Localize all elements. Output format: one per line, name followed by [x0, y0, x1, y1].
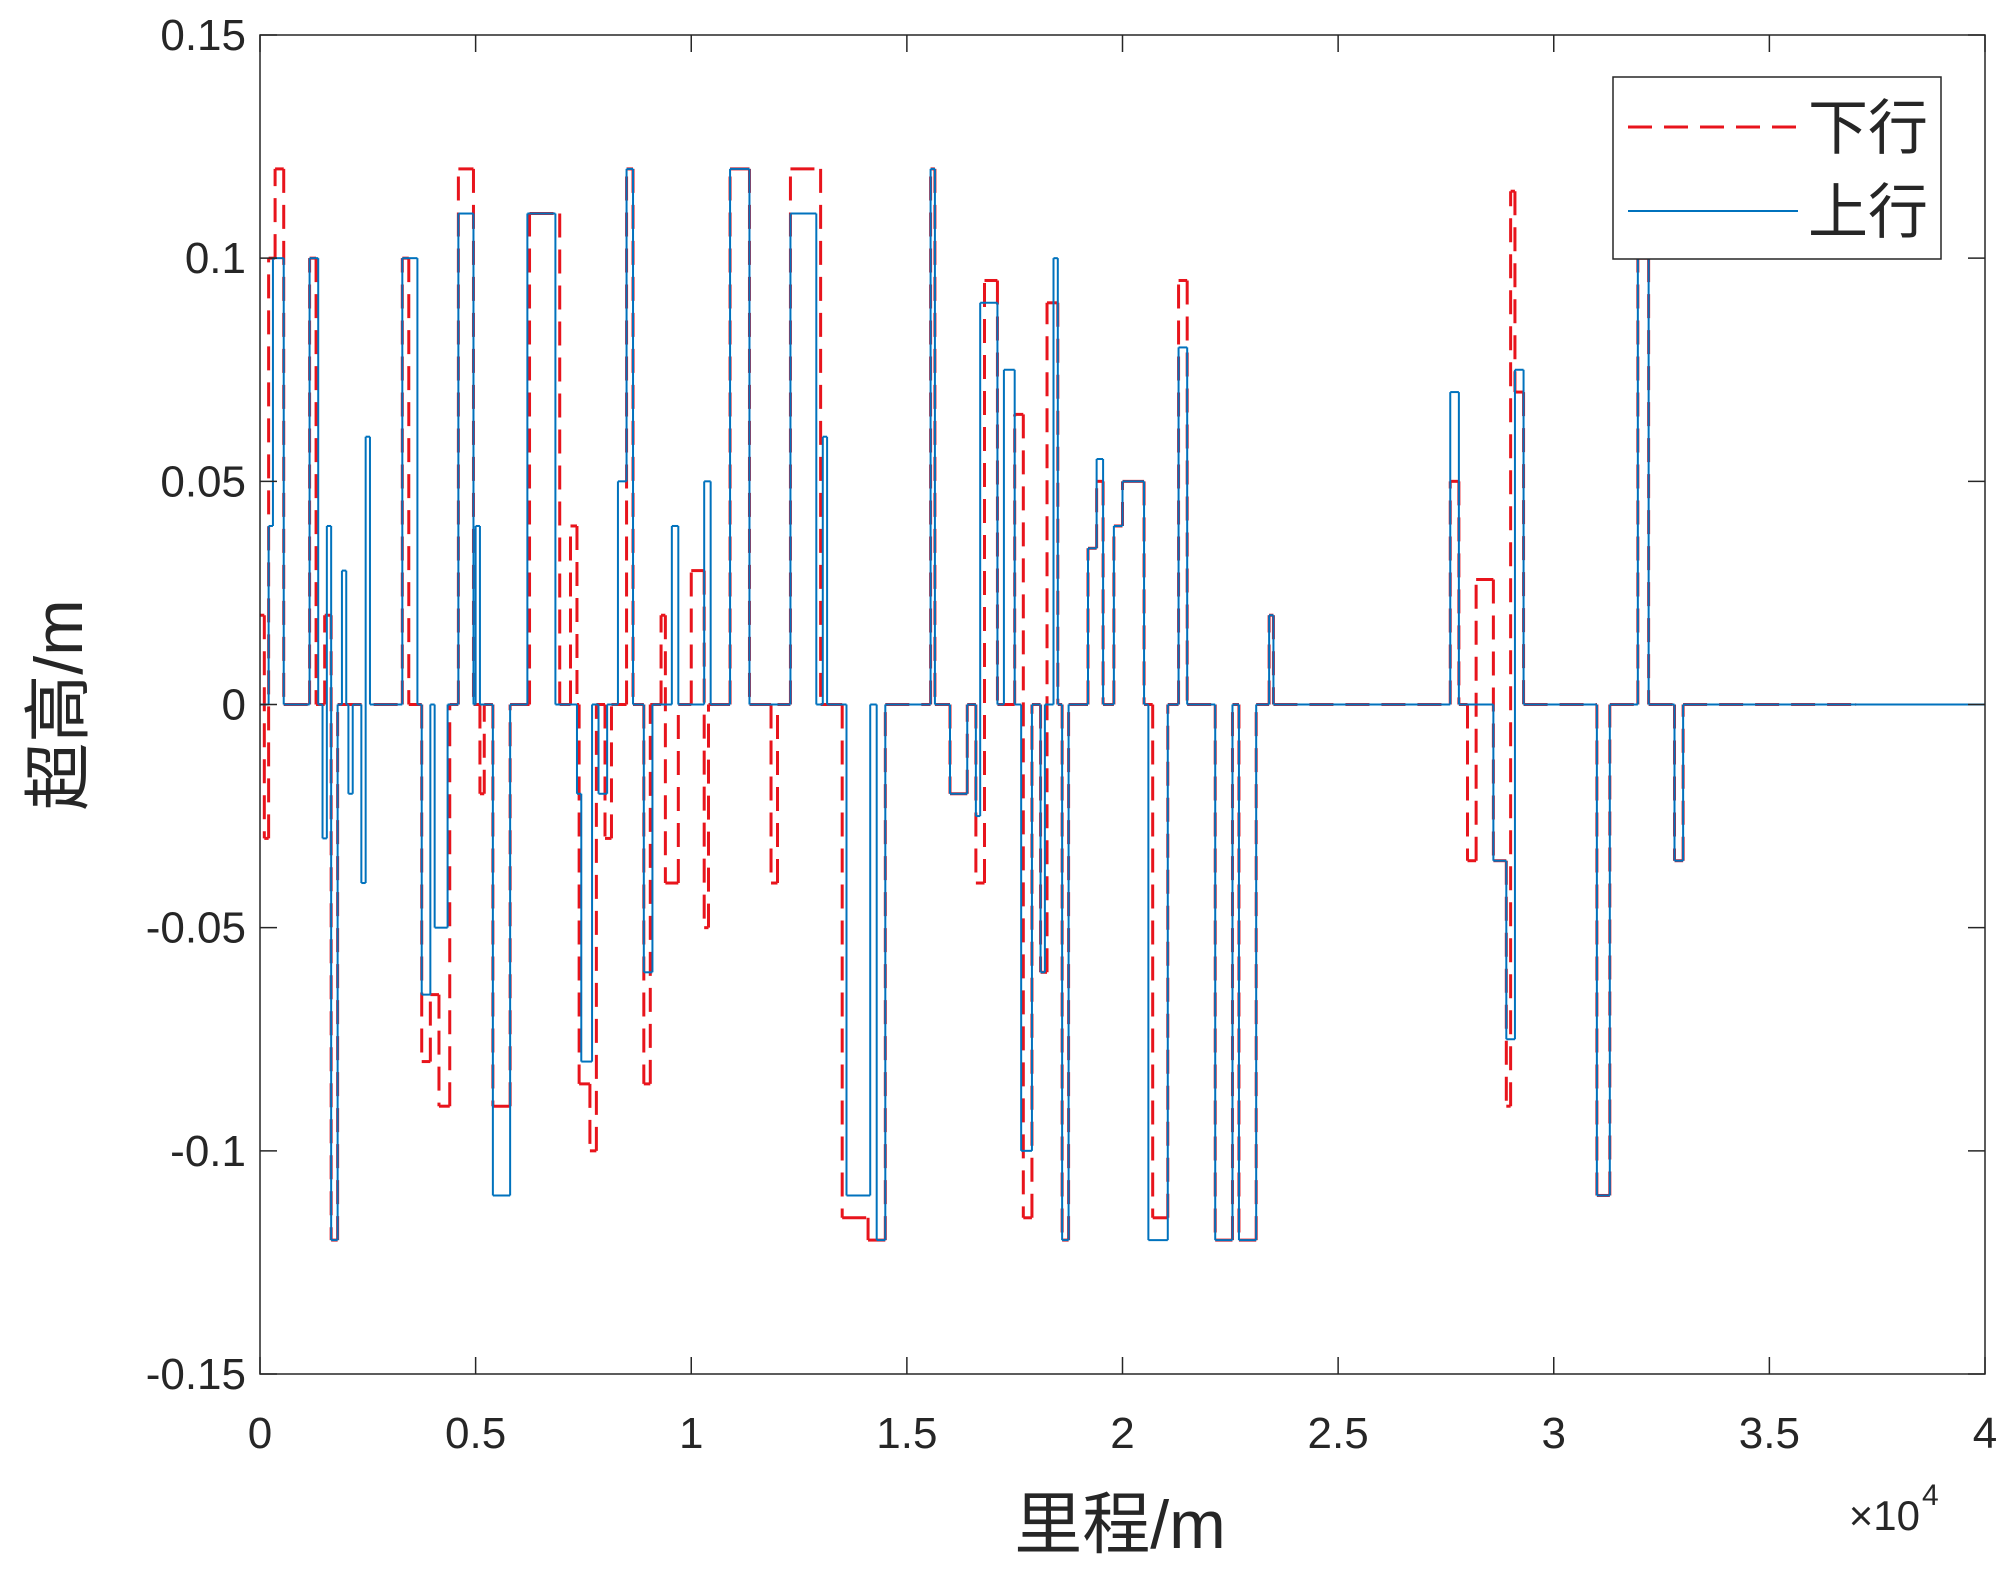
x-tick-label: 1.5 [876, 1409, 937, 1458]
y-tick-label: -0.1 [170, 1127, 246, 1176]
y-tick-label: 0 [222, 681, 246, 730]
x-axis-label: 里程/m [1014, 1487, 1226, 1563]
x-tick-label: 3.5 [1739, 1409, 1800, 1458]
y-tick-label: 0.1 [185, 234, 246, 283]
x-tick-label: 2 [1110, 1409, 1134, 1458]
x-tick-label: 2.5 [1308, 1409, 1369, 1458]
x-tick-label: 1 [679, 1409, 703, 1458]
x-tick-label: 4 [1973, 1409, 1997, 1458]
x-multiplier-exponent: 4 [1922, 1479, 1939, 1512]
y-axis-label: 超高/m [21, 599, 97, 811]
axes-box [259, 34, 1986, 1375]
x-multiplier: ×10 [1849, 1492, 1920, 1539]
legend-label: 上行 [1808, 179, 1928, 246]
plot-area [260, 167, 1985, 1242]
x-tick-label: 0.5 [445, 1409, 506, 1458]
legend-box [1612, 76, 1942, 260]
y-tick-label: -0.05 [146, 904, 246, 953]
y-tick-label: 0.15 [160, 11, 246, 60]
y-tick-label: -0.15 [146, 1350, 246, 1399]
legend-label: 下行 [1808, 95, 1928, 162]
x-tick-label: 3 [1542, 1409, 1566, 1458]
series-1 [260, 167, 1985, 1242]
y-tick-label: 0.05 [160, 457, 246, 506]
x-tick-label: 0 [248, 1409, 272, 1458]
